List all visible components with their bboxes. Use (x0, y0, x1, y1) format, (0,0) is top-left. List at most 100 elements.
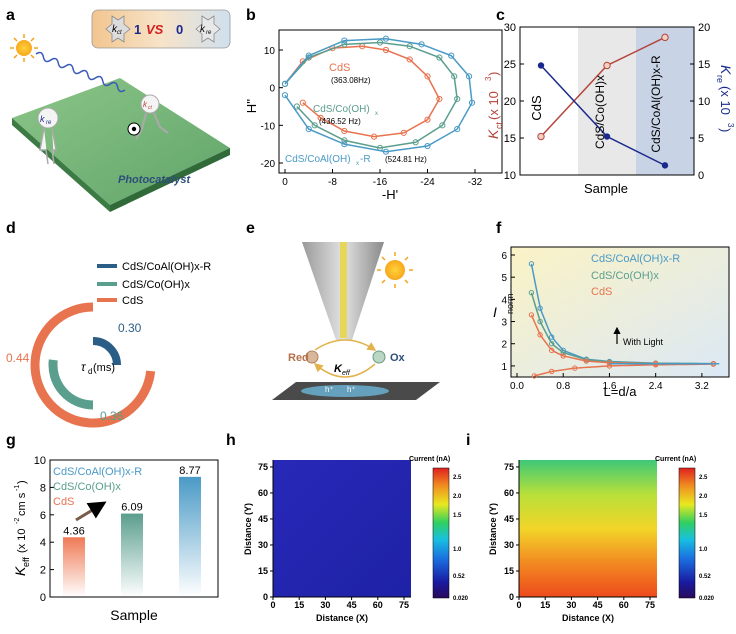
x-tick-label: 45 (593, 600, 603, 610)
data-point (382, 35, 390, 42)
svg-text:(x 10: (x 10 (718, 86, 733, 115)
svg-text:norm: norm (505, 293, 515, 314)
y-tick-label: 10 (698, 96, 710, 108)
category-label: CdS (529, 95, 544, 121)
band-cooh (578, 27, 636, 175)
sun-icon (385, 260, 405, 280)
approach-curves (528, 261, 720, 379)
y-tick-label: 0 (698, 170, 704, 182)
y-tick-label: 75 (504, 462, 514, 472)
data-point (548, 368, 555, 375)
axes: 00 15 15 30 30 45 45 60 60 75 75 (504, 460, 657, 610)
oxidation-arrow (314, 339, 377, 351)
rate-series (537, 33, 669, 169)
svg-text:-R: -R (360, 154, 371, 165)
x-tick-label: 2.4 (649, 381, 663, 392)
legend-label: CdS (591, 286, 612, 298)
data-point (305, 52, 312, 59)
category-label: CdS/CoAl(OH)x-R (649, 55, 663, 153)
panel-letter: h (226, 432, 236, 449)
data-point (560, 353, 566, 359)
sun-icon (16, 40, 32, 56)
y-tick-label: 0 (509, 592, 514, 602)
axes: 0.0 0.8 1.6 2.4 3.2 1 2 3 4 5 6 (501, 251, 709, 392)
colorbar-ticks: 2.5 2.0 1.5 1.0 0.52 0.020 (699, 475, 715, 602)
data-point (528, 261, 535, 267)
bars: 4.36 6.09 8.77 (63, 465, 201, 597)
panel-letter: f (496, 220, 502, 237)
y-tick-label: 0 (40, 592, 46, 604)
svg-text:K: K (12, 566, 28, 576)
axes: 0 -8 -16 -24 -32 10 0 -10 -20 (261, 46, 483, 188)
nyquist-series (281, 35, 476, 155)
data-point (406, 43, 413, 50)
y-tick-label: 1 (501, 362, 507, 373)
bar-value-label: 4.36 (63, 525, 84, 537)
light-wave-icon (35, 51, 126, 93)
category-label: CdS/Co(OH)x (593, 75, 607, 149)
series-freq-cds: (363.08Hz) (331, 76, 371, 85)
panel-letter: d (6, 220, 16, 237)
x-axis-label: -H' (382, 187, 398, 202)
panel-a: a Photocatalyst k ct 1 VS 0 k re (6, 7, 231, 212)
y-right-label: K re (x 10 3 ) (715, 65, 735, 132)
data-point (572, 365, 578, 371)
y-tick-label: 8 (40, 482, 46, 494)
svg-text:x: x (375, 111, 378, 117)
axes: 0 2 4 6 8 10 (34, 455, 54, 604)
legend-label: CdS/CoAl(OH)x-R (122, 261, 211, 273)
svg-text:CdS/Co(OH): CdS/Co(OH) (313, 104, 370, 115)
panel-letter: i (466, 432, 470, 449)
heatmap (273, 460, 411, 597)
y-tick-label: 20 (504, 96, 516, 108)
sun-rays-icon (10, 34, 38, 62)
data-point (311, 122, 318, 129)
colorbar-tick-label: 0.020 (699, 596, 715, 602)
data-point (412, 139, 419, 146)
colorbar-tick-label: 2.0 (699, 494, 708, 500)
vs-label: VS (146, 22, 164, 37)
data-point (439, 122, 446, 129)
y-tick-label: 3 (501, 318, 507, 329)
x-axis-label: Sample (110, 607, 158, 623)
svg-text:K: K (485, 129, 501, 139)
y-tick-label: -10 (261, 121, 276, 132)
data-point (548, 341, 555, 347)
data-point (468, 99, 476, 106)
panel-letter: a (6, 7, 15, 24)
legend: CdS/CoAl(OH)x-R CdS/Co(OH)x CdS (97, 261, 211, 307)
panel-letter: b (246, 7, 256, 24)
person-kre-icon: k re (37, 107, 59, 165)
series-line (284, 45, 441, 138)
colorbar-tick-label: 0.020 (453, 596, 469, 602)
series-line (284, 41, 458, 149)
y-tick-label: 15 (504, 566, 514, 576)
colorbar-tick-label: 0.52 (453, 574, 465, 580)
data-point (448, 52, 455, 59)
legend-label: CdS/CoAl(OH)x-R (591, 253, 680, 265)
colorbar-title: Current (nA) (655, 456, 696, 463)
bar (121, 513, 143, 597)
data-point (382, 148, 390, 155)
x-axis-label: L=d/a (604, 384, 638, 399)
center-label: τ d (ms) (81, 360, 115, 376)
y-tick-label: 5 (698, 133, 704, 145)
x-tick-label: -24 (420, 177, 435, 188)
data-point (436, 95, 443, 103)
series-line (534, 363, 714, 377)
svg-text:x: x (356, 161, 359, 167)
data-point (424, 142, 431, 150)
data-point (560, 349, 566, 356)
data-point (451, 73, 458, 80)
trend-arrow-icon (75, 501, 107, 522)
num-one: 1 (134, 22, 141, 37)
series-label-cooh: CdS/Co(OH) x (313, 104, 378, 117)
svg-text:I: I (493, 304, 497, 320)
hole-label: h⁺ (325, 385, 334, 394)
svg-text:ct: ct (148, 105, 153, 111)
person-kct-icon: k ct (135, 94, 169, 140)
y-tick-label: 60 (258, 488, 268, 498)
legend: CdS/CoAl(OH)x-R CdS/Co(OH)x CdS (591, 253, 680, 298)
y-tick-label: 20 (698, 22, 710, 34)
